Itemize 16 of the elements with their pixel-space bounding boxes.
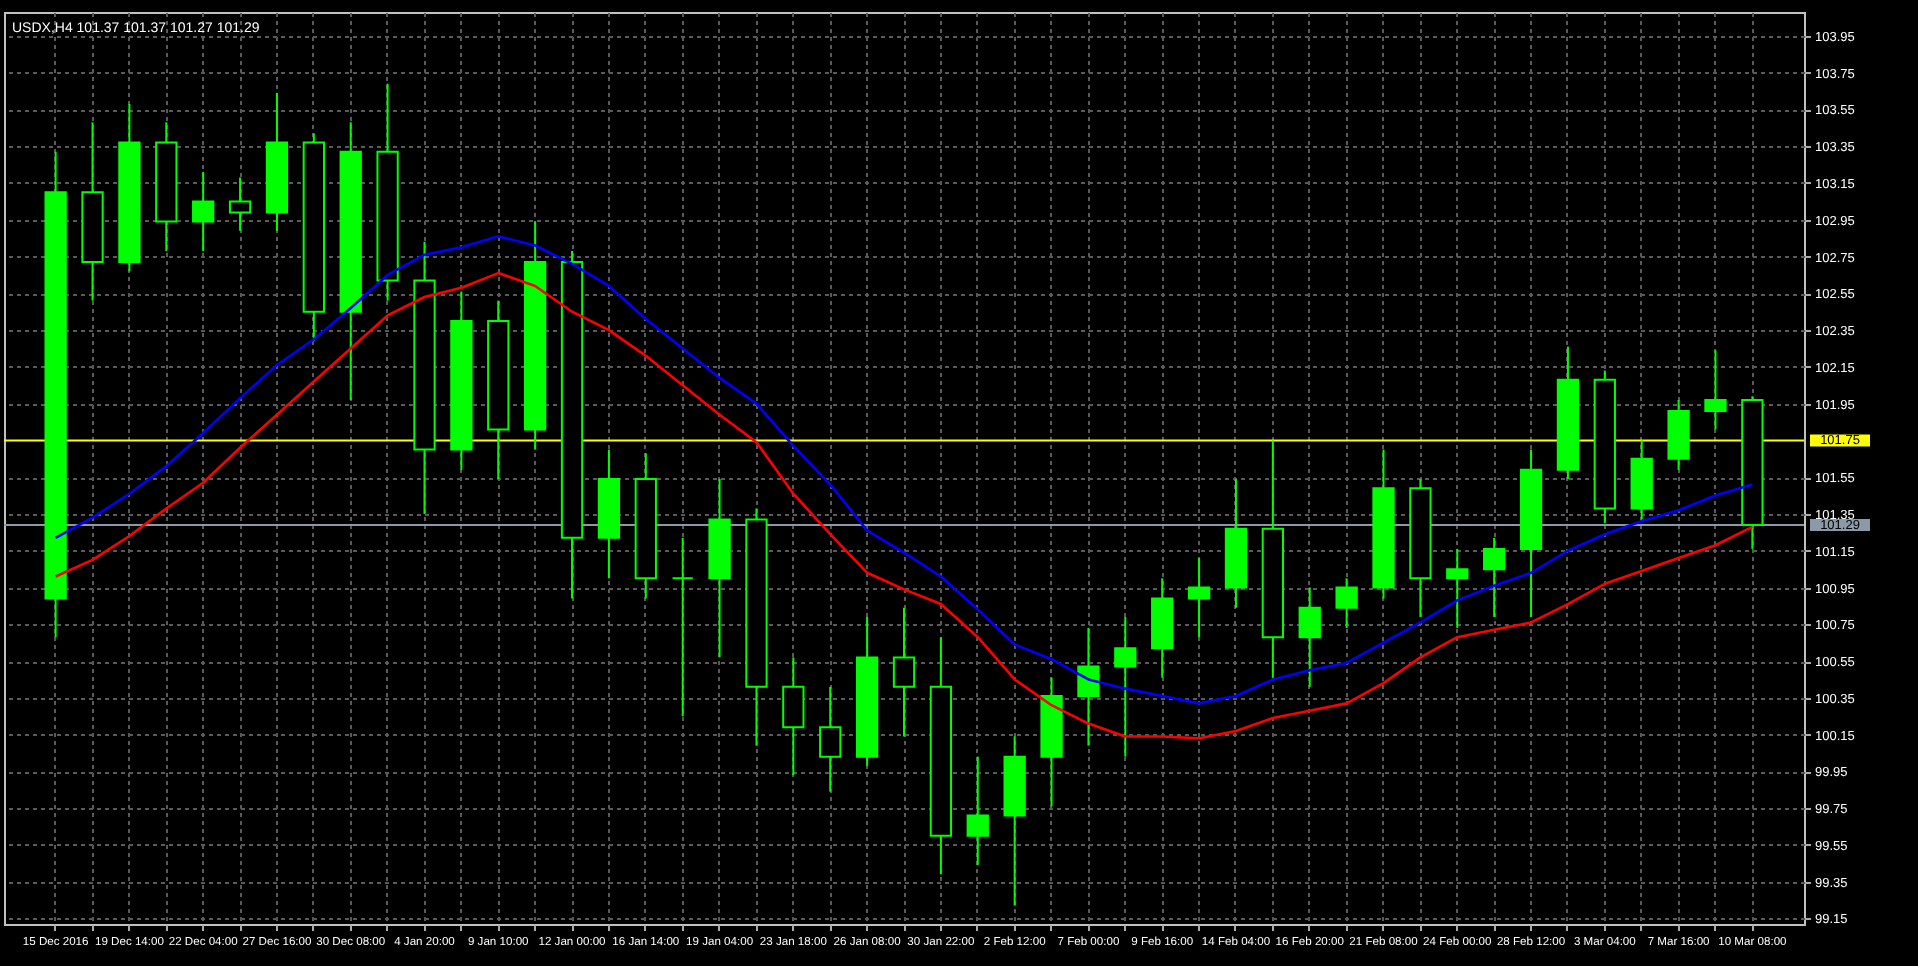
- candlestick: [1298, 586, 1321, 688]
- candlestick: [671, 536, 694, 718]
- candlestick: [1704, 349, 1727, 431]
- candlestick: [782, 656, 805, 777]
- candlestick: [1667, 398, 1690, 471]
- candlestick: [819, 685, 842, 793]
- candlestick: [1335, 577, 1358, 629]
- candlestick: [892, 606, 916, 738]
- candlestick: [1187, 557, 1211, 639]
- candlestick: [192, 170, 215, 253]
- candlestick: [966, 755, 989, 867]
- candlestick: [1114, 615, 1137, 758]
- candlestick: [1483, 536, 1506, 618]
- candlestick: [1446, 547, 1469, 629]
- candlestick: [1077, 626, 1100, 747]
- candlestick: [228, 176, 252, 232]
